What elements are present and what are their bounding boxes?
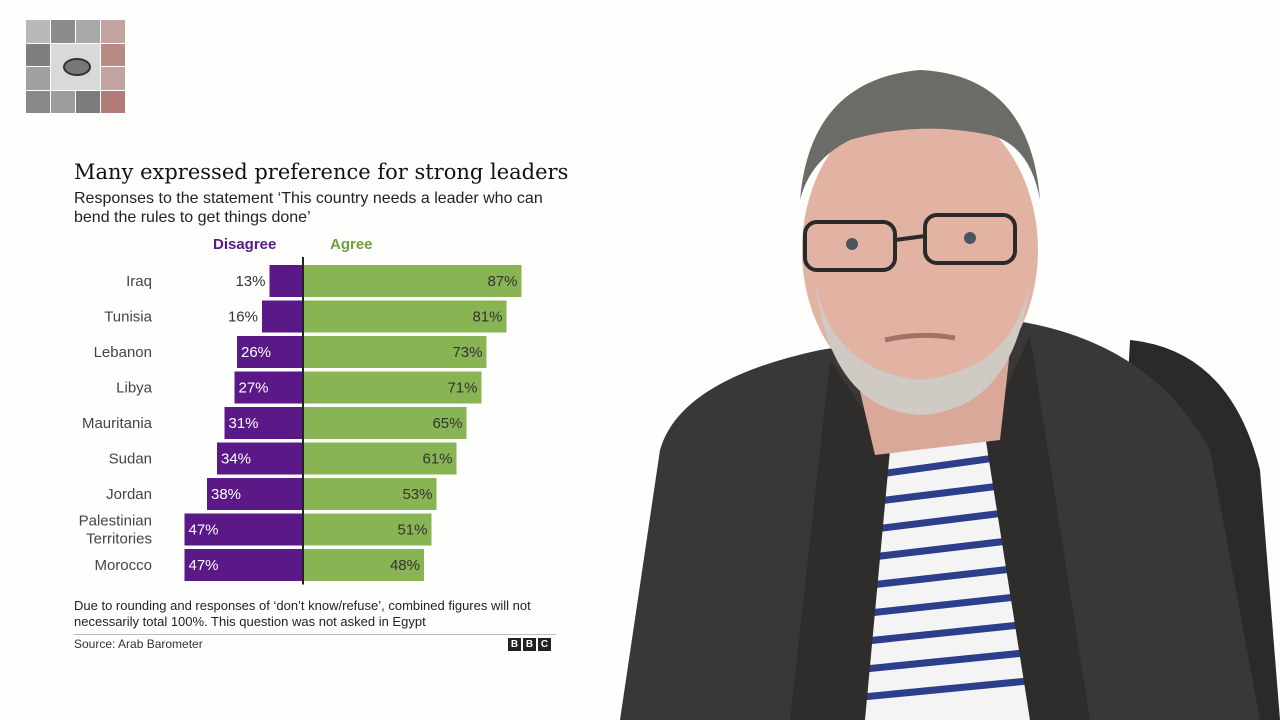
category-label: Libya [116, 380, 153, 397]
value-label-agree: 73% [452, 344, 482, 361]
bar-disagree [262, 300, 302, 333]
bar-disagree [224, 407, 302, 439]
category-label: Lebanon [94, 344, 152, 361]
value-label-disagree: 31% [229, 415, 259, 432]
value-label-disagree: 38% [211, 486, 241, 503]
chart-source: Source: Arab Barometer [74, 637, 203, 651]
bar-agree [304, 371, 482, 404]
bbc-letter-c: C [538, 638, 551, 651]
category-label: Territories [86, 531, 152, 548]
value-label-agree: 53% [402, 486, 432, 503]
category-label: Iraq [126, 273, 152, 290]
value-label-agree: 48% [390, 557, 420, 574]
legend-disagree: Disagree [213, 236, 277, 253]
value-label-disagree: 47% [189, 557, 219, 574]
bar-agree [304, 513, 432, 546]
category-label: Sudan [109, 451, 152, 468]
bar-agree [304, 407, 467, 439]
category-label: Jordan [106, 486, 152, 503]
value-label-agree: 51% [397, 522, 427, 539]
bar-agree [304, 478, 437, 510]
category-label: Palestinian [79, 513, 152, 530]
chart-subtitle: Responses to the statement ‘This country… [74, 190, 543, 226]
value-label-agree: 71% [447, 380, 477, 397]
bar-disagree [184, 549, 302, 581]
category-label: Mauritania [82, 415, 153, 432]
chart-title: Many expressed preference for strong lea… [74, 160, 569, 184]
value-label-disagree: 26% [241, 344, 271, 361]
bar-disagree [269, 265, 302, 297]
bbc-logo: B B C [508, 638, 551, 651]
legend-agree: Agree [330, 236, 373, 253]
diverging-bar-chart: Iraq 13% 87% Tunisia 16% 81% Lebanon 26% 73% Liby… [79, 257, 522, 585]
category-label: Morocco [94, 557, 152, 574]
bar-agree [304, 549, 424, 581]
presenter-video [620, 70, 1280, 720]
value-label-disagree: 16% [228, 309, 258, 326]
bar-disagree [217, 442, 302, 475]
bar-agree [304, 442, 457, 475]
bbc-letter-b2: B [523, 638, 536, 651]
value-label-disagree: 13% [235, 273, 265, 290]
value-label-disagree: 34% [221, 451, 251, 468]
bar-agree [304, 336, 487, 368]
bar-disagree [207, 478, 302, 510]
eye-mosaic-logo [26, 20, 125, 113]
value-label-disagree: 47% [189, 522, 219, 539]
bar-disagree [237, 336, 302, 368]
bar-disagree [234, 371, 302, 404]
footer-divider [74, 634, 556, 635]
value-label-agree: 87% [487, 273, 517, 290]
category-label: Tunisia [104, 309, 152, 326]
value-label-agree: 61% [422, 451, 452, 468]
bar-agree [304, 300, 507, 333]
bar-disagree [184, 513, 302, 546]
bbc-letter-b1: B [508, 638, 521, 651]
bar-agree [304, 265, 522, 297]
chart-footnote: Due to rounding and responses of ‘don’t … [74, 598, 531, 629]
value-label-agree: 65% [432, 415, 462, 432]
value-label-agree: 81% [472, 309, 502, 326]
value-label-disagree: 27% [239, 380, 269, 397]
